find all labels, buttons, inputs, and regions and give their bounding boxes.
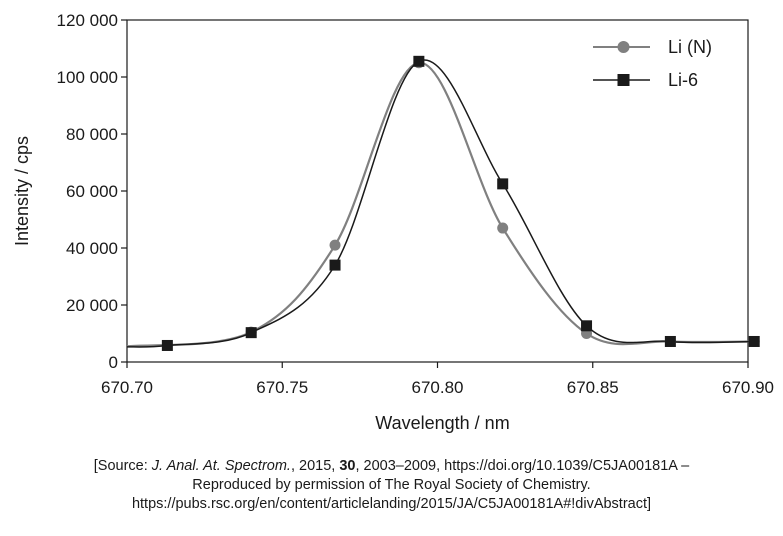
- y-tick-label: 60 000: [66, 182, 118, 201]
- y-axis-title: Intensity / cps: [12, 136, 32, 246]
- chart: 0 20 000 40 000 60 000 80 000 100 000 120 000 6…: [12, 11, 774, 433]
- x-tick-label: 670.75: [256, 378, 308, 397]
- data-point-li-6: [497, 178, 509, 190]
- series-line-li-6: [126, 59, 755, 348]
- data-point-li-6: [161, 339, 173, 351]
- axes-layer: [121, 19, 749, 368]
- y-tick-label: 20 000: [66, 296, 118, 315]
- curves-layer: [126, 59, 755, 348]
- series-line-li-n: [126, 61, 755, 348]
- y-tick-label: 40 000: [66, 239, 118, 258]
- x-tick-label: 670.70: [101, 378, 153, 397]
- x-axis-title: Wavelength / nm: [375, 413, 509, 433]
- plot-frame: [126, 19, 749, 363]
- source-caption: [Source: J. Anal. At. Spectrom., 2015, 3…: [0, 457, 783, 514]
- data-point-li-6: [581, 320, 593, 332]
- x-tick-label: 670.85: [567, 378, 619, 397]
- y-tick-label: 80 000: [66, 125, 118, 144]
- markers-layer: [161, 55, 760, 351]
- legend-marker-circle: [617, 41, 630, 53]
- y-tick-label: 0: [109, 353, 118, 372]
- data-point-li-6: [413, 55, 425, 67]
- data-point-li-n: [497, 222, 509, 234]
- data-point-li-6: [664, 335, 676, 347]
- legend-label: Li (N): [668, 37, 712, 57]
- x-tick-label: 670.80: [412, 378, 464, 397]
- y-tick-label: 100 000: [57, 68, 118, 87]
- caption-line-2: Reproduced by permission of The Royal So…: [192, 477, 591, 493]
- data-point-li-6: [329, 259, 341, 271]
- data-point-li-6: [245, 327, 257, 339]
- data-point-li-6: [748, 335, 760, 347]
- labels-layer: 0 20 000 40 000 60 000 80 000 100 000 120 000 6…: [12, 11, 774, 433]
- x-tick-label: 670.90: [722, 378, 774, 397]
- caption-line-1: [Source: J. Anal. At. Spectrom., 2015, 3…: [93, 458, 690, 474]
- legend-marker-square: [617, 74, 630, 86]
- legend: Li (N) Li-6: [593, 37, 712, 90]
- data-point-li-n: [329, 239, 341, 251]
- y-tick-label: 120 000: [57, 11, 118, 30]
- legend-label: Li-6: [668, 70, 698, 90]
- caption-line-3: https://pubs.rsc.org/en/content/articlel…: [131, 496, 652, 512]
